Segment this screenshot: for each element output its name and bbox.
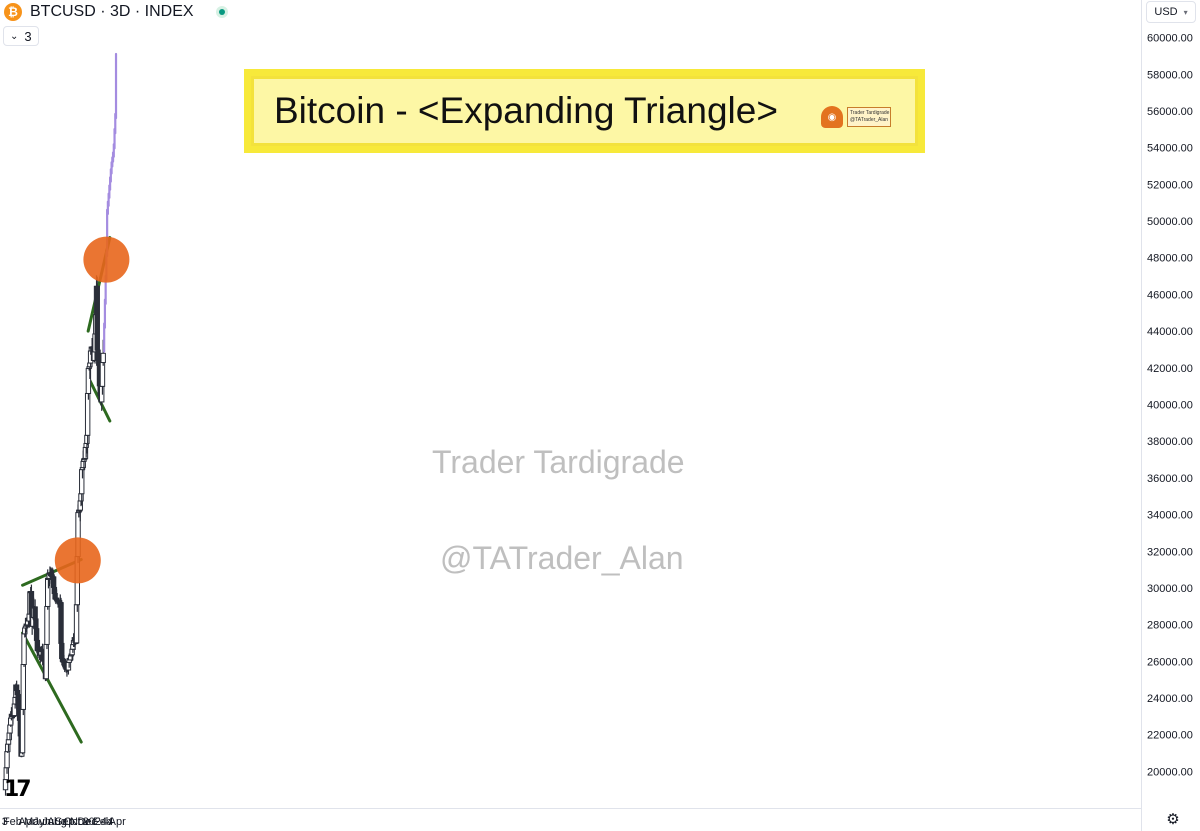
price-tick-label: 46000.00: [1147, 289, 1193, 301]
candle-body: [21, 633, 27, 666]
price-tick-label: 50000.00: [1147, 216, 1193, 228]
candle-body: [100, 352, 106, 364]
badge-line-1: Trader Tardigrade: [850, 110, 890, 116]
price-tick-label: 36000.00: [1147, 473, 1193, 485]
candle-body: [5, 739, 12, 745]
author-badge: ◉ Trader Tardigrade @TATrader_Alan: [821, 106, 891, 128]
candle-body: [4, 751, 10, 769]
time-tick-label: Jun: [33, 816, 51, 828]
candle-body: [50, 576, 57, 588]
currency-label: USD: [1154, 6, 1178, 18]
price-tick-label: 42000.00: [1147, 363, 1193, 375]
marker-breakout-2023: [54, 537, 101, 584]
watermark-name: Trader Tardigrade: [432, 444, 685, 480]
candle-body: [14, 689, 21, 696]
time-tick-label: 3: [2, 816, 8, 828]
symbol-title: BTCUSD · 3D · INDEX: [30, 3, 194, 20]
price-tick-label: 32000.00: [1147, 546, 1193, 558]
time-tick-label: Apr: [18, 816, 35, 828]
candle-body: [44, 605, 50, 645]
candle-body: [84, 434, 90, 444]
candle-body: [65, 661, 72, 671]
time-tick-label: Apr: [109, 816, 126, 828]
time-tick-label: 4: [107, 816, 113, 828]
candle-body: [84, 392, 91, 436]
price-tick-label: 30000.00: [1147, 583, 1193, 595]
badge-line-2: @TATrader_Alan: [850, 117, 889, 123]
candle-body: [20, 664, 26, 710]
candle-body: [7, 724, 13, 734]
candle-body: [94, 285, 100, 351]
candle-body: [16, 700, 22, 710]
candle-body: [43, 643, 49, 680]
marker-breakout-2024: [83, 236, 130, 283]
candle-body: [6, 732, 12, 741]
candle-body: [5, 743, 11, 753]
price-tick-label: 54000.00: [1147, 143, 1193, 155]
price-tick-label: 34000.00: [1147, 510, 1193, 522]
chevron-down-icon: ▾: [1183, 7, 1188, 17]
title-banner: Bitcoin - <Expanding Triangle> ◉ Trader …: [244, 69, 925, 153]
time-tick-label: Dec: [77, 816, 97, 828]
interval-label: 3: [24, 28, 32, 44]
price-tick-label: 22000.00: [1147, 730, 1193, 742]
candle-body: [19, 752, 25, 757]
time-tick-label: Jul: [42, 816, 56, 828]
market-status-icon: [215, 6, 228, 18]
candle-body: [11, 703, 18, 717]
candle-body: [58, 602, 64, 644]
price-tick-label: 28000.00: [1147, 620, 1193, 632]
candle-body: [8, 717, 14, 726]
candle-body: [33, 618, 39, 630]
candle-body: [19, 708, 26, 754]
price-tick-label: 24000.00: [1147, 693, 1193, 705]
author-badge-text: Trader Tardigrade @TATrader_Alan: [847, 107, 891, 127]
price-tick-label: 44000.00: [1147, 326, 1193, 338]
time-tick-label: Nov: [70, 816, 90, 828]
price-tick-label: 58000.00: [1147, 69, 1193, 81]
time-tick-label: Feb: [93, 816, 112, 828]
candle-body: [79, 469, 85, 495]
candle-body: [99, 385, 105, 403]
price-tick-label: 26000.00: [1147, 656, 1193, 668]
price-tick-label: 40000.00: [1147, 400, 1193, 412]
candle-body: [32, 606, 38, 620]
title-banner-inner: Bitcoin - <Expanding Triangle> ◉ Trader …: [251, 76, 918, 146]
candle-body: [69, 648, 75, 656]
interval-selector[interactable]: ⌄ 3: [3, 26, 39, 46]
candle-body: [33, 628, 40, 641]
candle-body: [99, 362, 106, 387]
bitcoin-icon: ₿: [4, 3, 22, 21]
candle-body: [15, 694, 21, 702]
price-tick-label: 20000.00: [1147, 766, 1193, 778]
trendline-lower-2023: [21, 631, 83, 744]
time-tick-label: 2024: [83, 816, 107, 828]
price-tick-label: 60000.00: [1147, 33, 1193, 45]
time-tick-label: Aug: [47, 816, 67, 828]
candle-body: [73, 604, 80, 644]
currency-selector[interactable]: USD ▾: [1146, 1, 1196, 23]
price-tick-label: 56000.00: [1147, 106, 1193, 118]
watermark-handle: @TATrader_Alan: [440, 540, 684, 576]
price-tick-label: 38000.00: [1147, 436, 1193, 448]
chevron-down-icon: ⌄: [10, 30, 19, 42]
time-tick-label: Feb: [3, 816, 22, 828]
price-tick-label: 52000.00: [1147, 179, 1193, 191]
candle-body: [13, 684, 20, 691]
time-tick-label: Sep: [55, 816, 75, 828]
tradingview-logo[interactable]: 17: [4, 777, 32, 802]
symbol-header[interactable]: ₿ BTCUSD · 3D · INDEX: [0, 0, 228, 24]
candle-body: [87, 362, 93, 368]
time-tick-label: Oct: [64, 816, 81, 828]
time-tick-label: May: [24, 816, 45, 828]
candle-body: [78, 493, 84, 502]
candle-body: [80, 460, 86, 469]
gear-icon[interactable]: ⚙: [1166, 810, 1180, 828]
tardigrade-logo-icon: ◉: [821, 106, 843, 128]
banner-title: Bitcoin - <Expanding Triangle>: [274, 90, 778, 131]
price-tick-label: 48000.00: [1147, 253, 1193, 265]
